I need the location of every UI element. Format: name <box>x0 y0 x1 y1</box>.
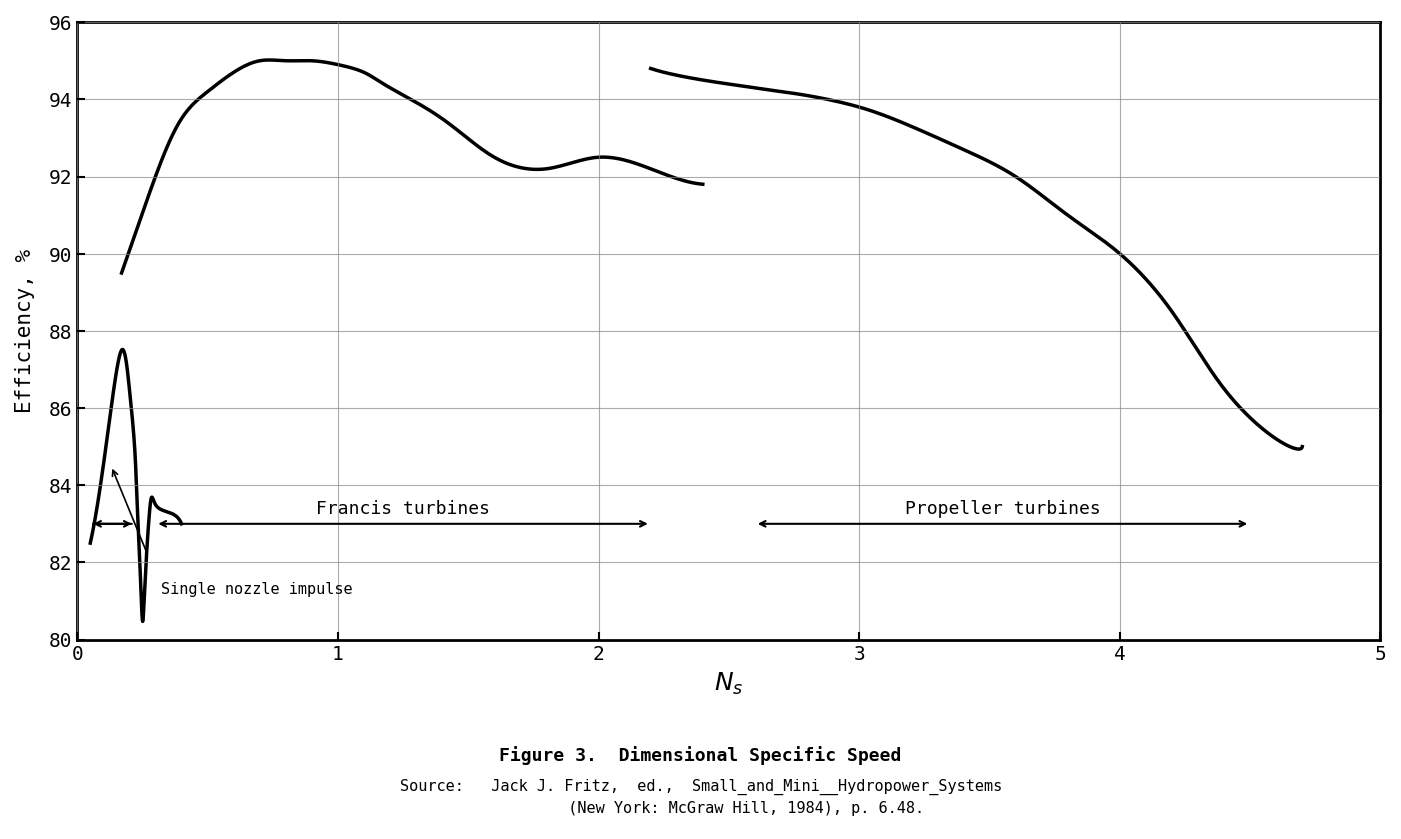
Text: Source:   Jack J. Fritz,  ed.,  Small_and_Mini__Hydropower_Systems
          (Ne: Source: Jack J. Fritz, ed., Small_and_Mi… <box>399 779 1002 816</box>
Y-axis label: Efficiency, %: Efficiency, % <box>15 249 35 413</box>
Text: Single nozzle impulse: Single nozzle impulse <box>161 581 352 597</box>
Text: Francis turbines: Francis turbines <box>317 500 490 519</box>
Text: Figure 3.  Dimensional Specific Speed: Figure 3. Dimensional Specific Speed <box>499 746 902 764</box>
Text: $N_s$: $N_s$ <box>715 670 744 696</box>
Text: Propeller turbines: Propeller turbines <box>905 500 1100 519</box>
